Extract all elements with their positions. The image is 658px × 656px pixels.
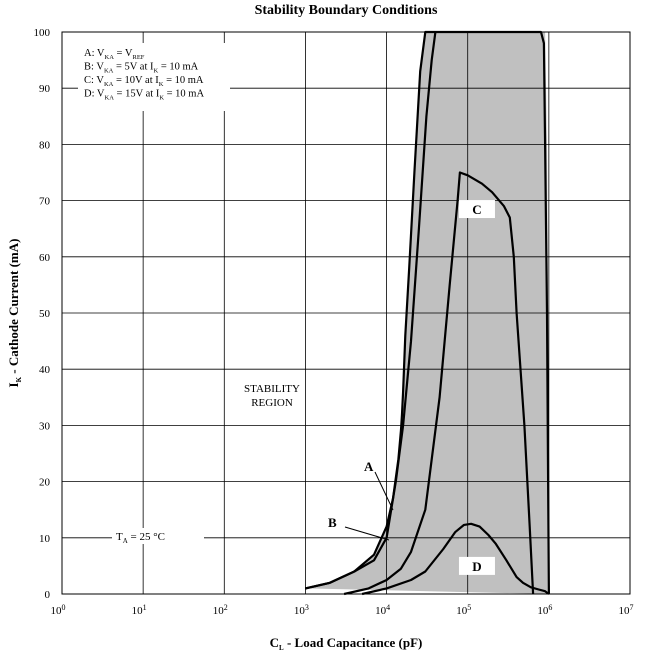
x-tick-label: 103 <box>294 603 309 617</box>
curve-label-a: A <box>364 459 374 474</box>
series-curve-c <box>343 171 535 596</box>
legend-entry-b: B: VKA = 5V at IK = 10 mA <box>84 62 199 75</box>
curve-label-c: C <box>472 202 481 217</box>
x-tick-labels: 100 101 102 103 104 105 106 107 <box>51 603 634 617</box>
x-tick-label: 100 <box>51 603 66 617</box>
y-tick-label: 0 <box>45 589 51 601</box>
x-tick-label: 101 <box>132 603 147 617</box>
legend-entry-d: D: VKA = 15V at IK = 10 mA <box>84 89 204 102</box>
y-tick-labels: 0 10 20 30 40 50 60 70 80 90 100 <box>34 27 51 601</box>
x-tick-label: 106 <box>537 603 552 617</box>
x-axis-label: CL - Load Capacitance (pF) <box>270 635 423 652</box>
leader-line-b <box>344 526 390 541</box>
series-curve-d <box>361 522 550 596</box>
chart-title: Stability Boundary Conditions <box>255 3 438 18</box>
curve-label-box-d <box>458 556 495 575</box>
y-tick-label: 50 <box>39 308 51 320</box>
stability-label-line1: STABILITY <box>244 383 300 395</box>
y-tick-label: 80 <box>39 139 51 151</box>
x-tick-label: 107 <box>619 603 634 617</box>
y-axis-label: IK - Cathode Current (mA) <box>6 239 23 388</box>
legend-box <box>78 43 230 111</box>
ta-note: TA = 25 °C <box>116 531 165 545</box>
y-tick-label: 10 <box>39 533 51 545</box>
legend-entry-a: A: VKA = VREF <box>84 48 145 61</box>
plot-frame <box>61 31 631 595</box>
legend-entry-c: C: VKA = 10V at IK = 10 mA <box>84 75 204 88</box>
boxed-curve-labels: CD <box>458 200 495 575</box>
stability-label-line2: REGION <box>251 397 293 409</box>
grid <box>62 32 630 594</box>
y-tick-label: 100 <box>34 27 51 39</box>
y-tick-label: 90 <box>39 83 51 95</box>
y-tick-label: 30 <box>39 420 51 432</box>
y-tick-label: 20 <box>39 477 51 489</box>
x-tick-label: 102 <box>213 603 228 617</box>
x-tick-label: 105 <box>456 603 471 617</box>
x-tick-label: 104 <box>375 603 390 617</box>
series-curve-b <box>305 31 437 590</box>
leader-line-a <box>374 471 394 511</box>
curve-label-box-c <box>458 200 495 219</box>
y-tick-label: 40 <box>39 364 51 376</box>
curve-label-d: D <box>472 559 481 574</box>
ta-note-box <box>112 528 204 544</box>
y-tick-label: 60 <box>39 252 51 264</box>
curve-label-b: B <box>328 515 337 530</box>
y-tick-label: 70 <box>39 196 51 208</box>
